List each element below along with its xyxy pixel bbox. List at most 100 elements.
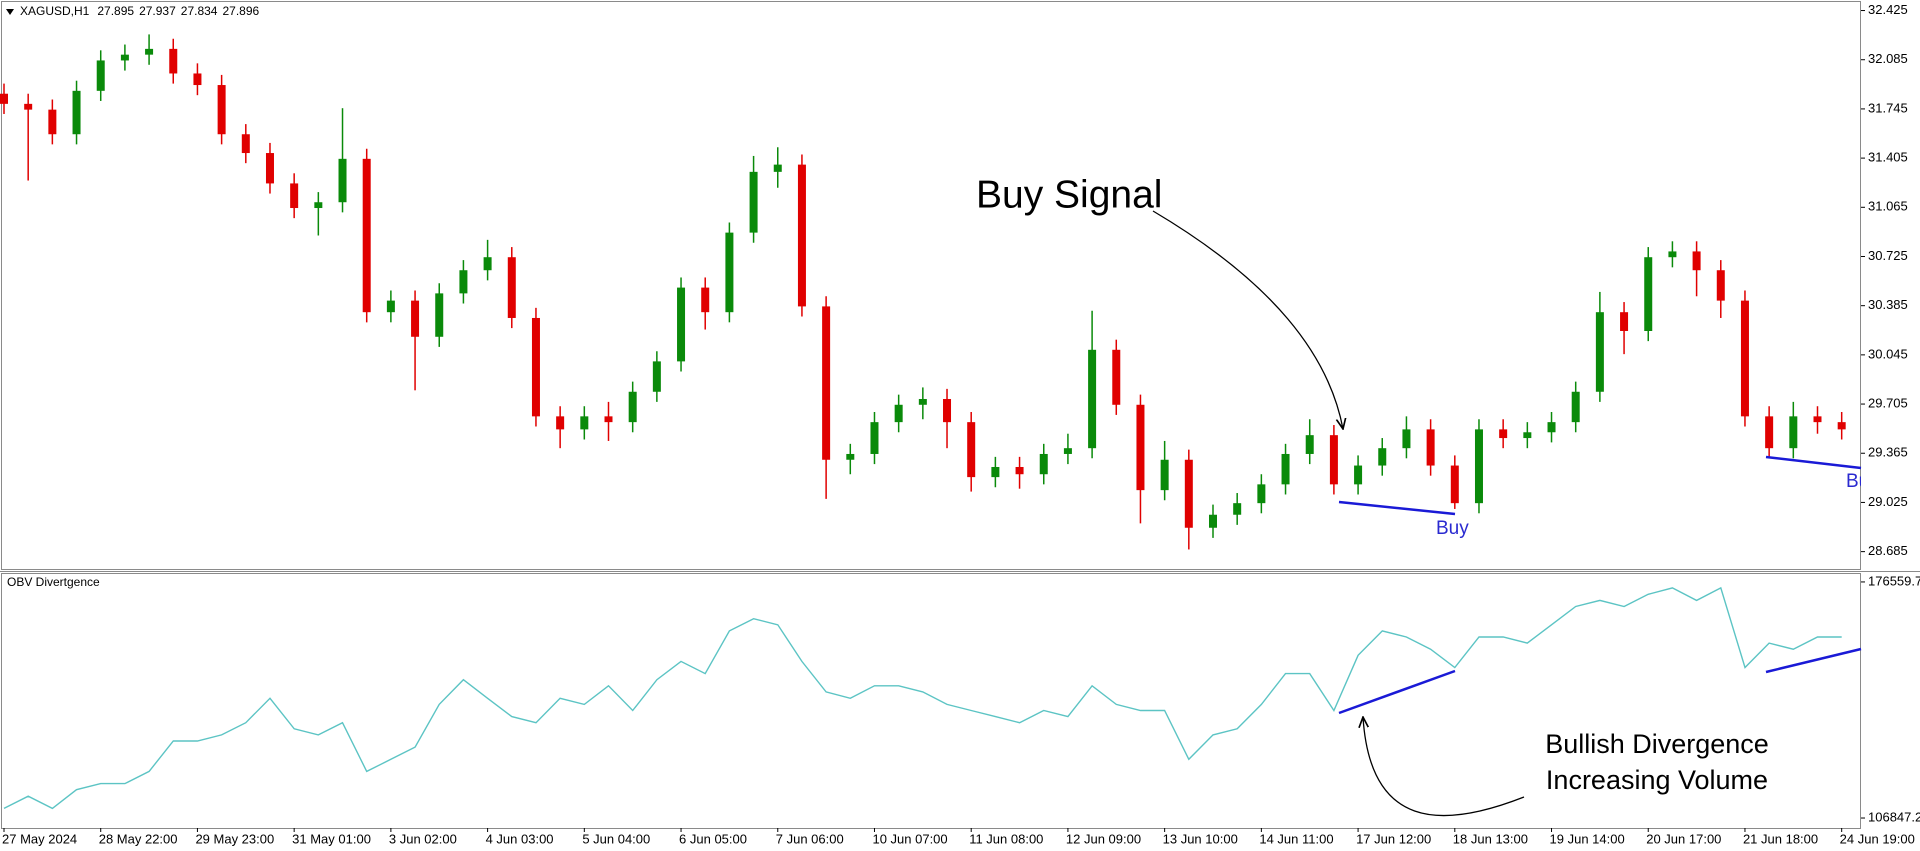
candle-body (870, 422, 879, 454)
candle-body (1160, 459, 1169, 491)
candle-body (1329, 435, 1338, 485)
candle-body (749, 171, 758, 233)
candle-body (1015, 466, 1024, 475)
y-tick-label: 29.025 (1868, 494, 1908, 509)
candle-body (894, 404, 903, 423)
y-tick-label: 29.705 (1868, 395, 1908, 410)
x-tick-label: 20 Jun 17:00 (1646, 831, 1721, 846)
candle-body (1620, 312, 1629, 331)
candle-body (1474, 429, 1483, 504)
candle-body (193, 73, 202, 86)
chart-header: XAGUSD,H1 27.895 27.937 27.834 27.896 (20, 4, 259, 18)
candle-body (1789, 416, 1798, 449)
candle-body (145, 48, 154, 55)
y-tick-label: 30.385 (1868, 297, 1908, 312)
divergence-label: Bullish Divergence (1545, 729, 1769, 759)
obv-divergence-line (1765, 647, 1862, 674)
x-tick-label: 11 Jun 08:00 (969, 831, 1043, 846)
candle-body (1523, 432, 1532, 439)
candle-body (1354, 465, 1363, 485)
candle-body (773, 164, 782, 172)
candle-body (797, 164, 806, 307)
candle-body (72, 90, 81, 135)
y-tick-label: 30.725 (1868, 248, 1908, 263)
y-tick-label: 31.405 (1868, 150, 1908, 165)
candle-body (120, 54, 129, 61)
obv-line-group (3, 586, 1842, 810)
candle-body (1765, 416, 1774, 449)
y-tick-label: 31.065 (1868, 199, 1908, 214)
x-tick-label: 7 Jun 06:00 (776, 831, 844, 846)
menu-triangle (6, 9, 14, 15)
candle-body (483, 257, 492, 271)
candle-body (531, 317, 540, 417)
candle-body (1257, 484, 1266, 504)
x-tick-label: 14 Jun 11:00 (1259, 831, 1333, 846)
x-tick-label: 19 Jun 14:00 (1550, 831, 1625, 846)
candle-body (314, 202, 323, 209)
candle-body (1088, 349, 1097, 449)
candle-body (169, 48, 178, 74)
x-tick-label: 18 Jun 13:00 (1453, 831, 1528, 846)
x-tick-label: 28 May 22:00 (99, 831, 178, 846)
candle-body (265, 153, 274, 184)
indicator-title: OBV Divertgence (7, 575, 100, 589)
x-tick-label: 6 Jun 05:00 (679, 831, 747, 846)
candle-body (967, 422, 976, 478)
candle-body (1305, 435, 1314, 454)
y-tick-label: 106847.2 (1868, 809, 1920, 824)
x-tick-label: 27 May 2024 (2, 831, 77, 846)
candle-body (386, 300, 395, 313)
price-panel-frame (1, 1, 1861, 570)
candle-body (411, 300, 420, 337)
header-high: 27.937 (139, 4, 176, 18)
candle-body (1571, 391, 1580, 423)
candle-body (1209, 514, 1217, 528)
candle-body (1692, 251, 1701, 271)
candle-body (991, 466, 1000, 478)
candle-body (1039, 453, 1048, 475)
candle-body (1837, 422, 1846, 430)
candle-body (1281, 453, 1290, 485)
candle-body (507, 257, 516, 318)
candle-body (1668, 251, 1677, 258)
candle-body (677, 287, 686, 362)
candle-body (1716, 270, 1725, 301)
candle-body (241, 134, 250, 154)
candle-body (96, 60, 105, 91)
candle-body (1402, 429, 1411, 449)
x-tick-label: 24 Jun 19:00 (1840, 831, 1915, 846)
x-tick-label: 17 Jun 12:00 (1356, 831, 1431, 846)
candle-body (943, 398, 952, 423)
candle-body (652, 361, 661, 392)
obv-line (3, 586, 1842, 810)
x-tick-label: 10 Jun 07:00 (872, 831, 947, 846)
x-tick-label: 4 Jun 03:00 (486, 831, 554, 846)
candle-body (1499, 429, 1508, 439)
y-tick-label: 176559.7 (1868, 573, 1920, 588)
x-tick-label: 12 Jun 09:00 (1066, 831, 1141, 846)
header-open: 27.895 (97, 4, 134, 18)
candle-body (1644, 257, 1653, 331)
x-tick-label: 13 Jun 10:00 (1163, 831, 1238, 846)
candle-body (1233, 503, 1242, 515)
candle-body (435, 293, 444, 337)
y-tick-label: 30.045 (1868, 346, 1908, 361)
candle-body (822, 306, 831, 460)
x-tick-label: 29 May 23:00 (195, 831, 274, 846)
candle-body (846, 453, 855, 460)
candle-body (580, 416, 589, 430)
divergence-arrow (1363, 717, 1525, 817)
symbol: XAGUSD,H1 (20, 4, 90, 18)
header-low: 27.834 (181, 4, 218, 18)
x-tick-label: 3 Jun 02:00 (389, 831, 457, 846)
y-tick-label: 29.365 (1868, 445, 1908, 460)
price-divergence-line (1338, 500, 1456, 516)
x-tick-label: 21 Jun 18:00 (1743, 831, 1818, 846)
buy-label: Buy (1846, 471, 1879, 492)
y-tick-label: 31.745 (1868, 100, 1908, 115)
